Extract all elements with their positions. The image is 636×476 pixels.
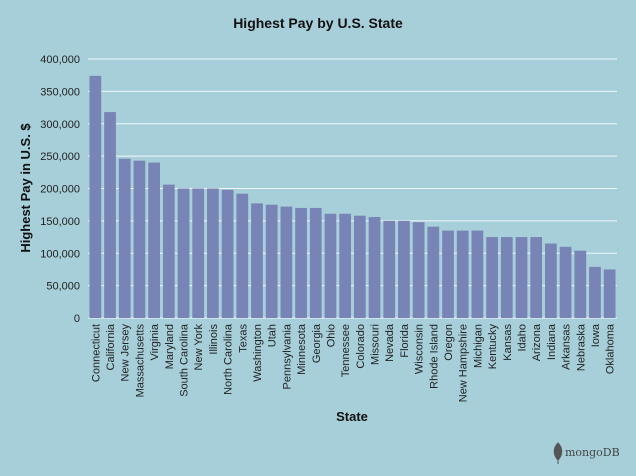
y-tick-label: 400,000 [40,54,80,66]
x-tick-label: Missouri [370,324,382,365]
y-axis-ticks: 0 50,000 100,000 150,000 200,000 250,000 300,0… [40,54,80,325]
bar-new-jersey [118,158,131,318]
x-tick-label: Maryland [164,324,176,369]
bar-nebraska [574,250,587,318]
y-tick-label: 200,000 [40,184,80,196]
bar-kansas [500,237,513,318]
bar-maryland [162,184,175,318]
x-tick-label: Colorado [355,324,367,369]
x-tick-label: Oregon [443,324,455,361]
x-tick-label: Georgia [311,323,323,363]
bar-idaho [515,237,528,318]
bar-pennsylvania [280,206,293,318]
x-tick-label: Arizona [531,323,543,361]
y-tick-label: 300,000 [40,119,80,131]
y-tick-label: 0 [74,313,80,325]
x-tick-label: Arkansas [561,324,573,370]
x-tick-label: Ohio [325,324,337,347]
watermark-text: mongoDB [565,446,620,459]
bar-wisconsin [412,222,425,318]
x-tick-label: Rhode Island [428,324,440,389]
x-tick-label: Utah [267,324,279,347]
bar-north-carolina [221,189,234,318]
x-tick-label: Indiana [546,323,558,360]
bar-rhode-island [427,226,440,318]
bar-kentucky [486,237,498,318]
x-tick-label: Iowa [590,323,602,347]
x-tick-label: New York [193,324,205,371]
bar-georgia [309,207,322,318]
x-tick-label: Idaho [516,324,528,352]
bar-south-carolina [177,188,190,318]
x-tick-label: California [105,323,117,370]
bar-new-york [192,188,205,318]
bar-oregon [442,230,454,318]
chart-title: Highest Pay by U.S. State [233,15,403,31]
x-tick-label: Texas [237,324,249,353]
watermark: mongoDB [553,442,620,464]
x-tick-label: Connecticut [90,324,102,382]
bar-indiana [545,243,557,318]
bar-connecticut [89,75,102,318]
x-tick-label: Kansas [502,324,514,361]
bar-missouri [368,216,381,318]
leaf-icon [553,442,563,464]
x-tick-label: Tennessee [340,324,352,377]
x-tick-label: Wisconsin [414,324,426,374]
x-tick-label: South Carolina [179,323,191,397]
bar-arkansas [559,246,572,318]
bar-colorado [353,215,366,318]
x-tick-label: Oklahoma [605,323,617,374]
bar-iowa [589,266,601,318]
bar-virginia [148,162,161,318]
bar-minnesota [295,207,307,318]
bar-illinois [207,188,219,318]
x-tick-label: Pennsylvania [281,323,293,389]
bars [89,75,616,319]
x-tick-label: Florida [399,323,411,358]
bar-ohio [324,213,337,318]
x-tick-label: North Carolina [223,323,235,395]
x-axis-ticks: Connecticut California New Jersey Massachus… [90,323,616,402]
bar-california [104,112,116,318]
y-tick-label: 100,000 [40,248,80,260]
bar-new-hampshire [456,230,469,318]
bar-michigan [471,230,484,318]
x-axis-title: State [336,409,368,424]
x-tick-label: Washington [252,324,264,382]
x-tick-label: Nevada [384,323,396,362]
bar-washington [251,203,263,318]
bar-nevada [383,220,396,319]
x-tick-label: Nebraska [575,323,587,371]
bar-florida [398,220,410,319]
x-tick-label: New Hampshire [458,324,470,402]
x-tick-label: Minnesota [296,323,308,375]
x-tick-label: New Jersey [120,324,132,382]
grid-lines [88,58,617,319]
bar-massachusetts [133,160,146,318]
bar-utah [265,204,278,318]
x-tick-label: Kentucky [487,324,499,370]
bar-arizona [530,237,543,318]
x-tick-label: Illinois [208,324,220,355]
y-tick-label: 150,000 [40,216,80,228]
bar-texas [236,193,249,318]
x-tick-label: Massachusetts [134,324,146,398]
bar-oklahoma [603,269,616,318]
x-tick-label: Virginia [149,323,161,360]
y-axis-title: Highest Pay in U.S. $ [18,123,33,253]
y-tick-label: 50,000 [46,281,80,293]
bar-tennessee [339,213,352,318]
y-tick-label: 350,000 [40,86,80,98]
y-tick-label: 250,000 [40,151,80,163]
x-tick-label: Michigan [472,324,484,368]
